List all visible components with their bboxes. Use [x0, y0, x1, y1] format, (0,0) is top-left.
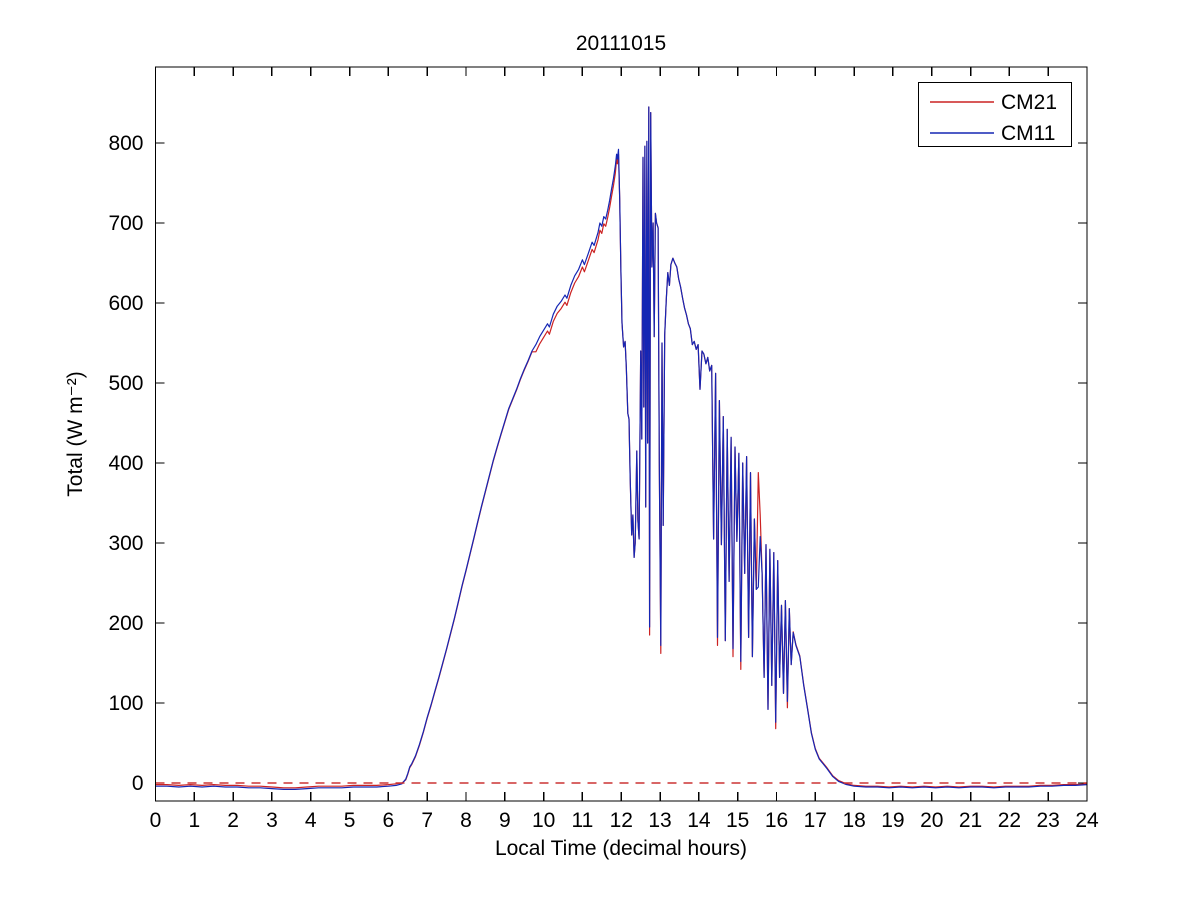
x-tick-label: 18	[842, 809, 865, 832]
x-tick-label: 3	[266, 809, 278, 832]
x-tick-label: 23	[1037, 809, 1060, 832]
legend-box	[917, 81, 1073, 148]
x-tick-label: 19	[881, 809, 904, 832]
legend-label-cm21: CM21	[1001, 91, 1057, 114]
x-tick-label: 1	[188, 809, 200, 832]
y-tick-label: 0	[132, 772, 144, 795]
legend-label-cm11: CM11	[1001, 122, 1055, 145]
x-tick-label: 7	[421, 809, 433, 832]
series-line-CM11	[155, 106, 1088, 791]
x-tick-label: 12	[610, 809, 633, 832]
x-tick-label: 22	[998, 809, 1021, 832]
x-tick-label: 13	[648, 809, 671, 832]
y-tick-label: 200	[108, 612, 143, 635]
y-tick-label: 500	[108, 372, 143, 395]
x-tick-label: 20	[920, 809, 943, 832]
x-tick-label: 16	[765, 809, 788, 832]
y-tick-label: 100	[108, 692, 143, 715]
legend: CM21 CM11	[917, 81, 1073, 148]
x-tick-label: 6	[383, 809, 395, 832]
x-tick-label: 4	[305, 809, 317, 832]
plot-frame	[154, 66, 1088, 802]
x-tick-label: 5	[344, 809, 356, 832]
x-tick-label: 0	[150, 809, 162, 832]
y-tick-label: 800	[108, 132, 143, 155]
x-tick-label: 8	[460, 809, 472, 832]
x-tick-label: 9	[499, 809, 511, 832]
y-axis-label: Total (W m⁻²)	[64, 371, 87, 496]
x-tick-label: 14	[687, 809, 711, 832]
y-tick-label: 300	[108, 532, 143, 555]
x-tick-label: 15	[726, 809, 749, 832]
chart-title: 20111015	[576, 32, 666, 55]
x-axis-label: Local Time (decimal hours)	[495, 837, 747, 860]
x-tick-label: 10	[532, 809, 555, 832]
x-tick-label: 11	[572, 809, 594, 832]
y-tick-label: 400	[108, 452, 143, 475]
x-tick-label: 21	[959, 809, 982, 832]
x-tick-label: 2	[227, 809, 239, 832]
x-tick-label: 17	[804, 809, 827, 832]
series-line-CM21	[155, 106, 1088, 789]
x-tick-label: 24	[1075, 809, 1099, 832]
y-tick-label: 600	[108, 292, 143, 315]
y-tick-label: 700	[108, 212, 143, 235]
